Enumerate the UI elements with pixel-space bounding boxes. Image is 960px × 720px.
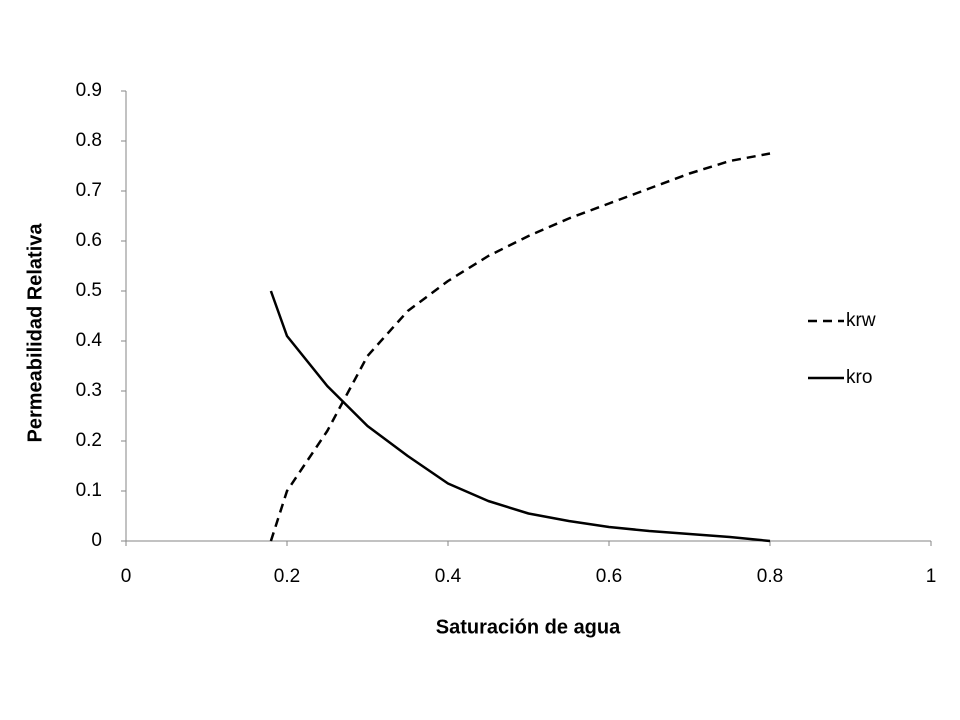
- x-tick-label: 0.2: [274, 566, 300, 587]
- y-tick-label: 0.4: [76, 330, 103, 351]
- x-tick-label: 0: [121, 566, 132, 587]
- x-tick-label: 0.6: [596, 566, 622, 587]
- y-tick-label: 0: [91, 530, 102, 551]
- y-tick-label: 0.3: [76, 380, 102, 401]
- x-axis-title: Saturación de agua: [436, 616, 621, 638]
- y-tick-label: 0.5: [76, 280, 102, 301]
- y-tick-label: 0.7: [76, 180, 102, 201]
- y-tick-label: 0.8: [76, 130, 102, 151]
- y-tick-label: 0.1: [76, 480, 102, 501]
- legend-label: kro: [846, 367, 872, 388]
- series-line: [269, 290, 771, 543]
- x-tick-label: 0.8: [757, 566, 783, 587]
- x-tick-label: 1: [926, 566, 937, 587]
- y-tick-label: 0.9: [76, 80, 102, 101]
- y-tick-label: 0.6: [76, 230, 102, 251]
- x-tick-label: 0.4: [435, 566, 462, 587]
- y-axis-title: Permeabilidad Relativa: [24, 223, 46, 443]
- y-tick-label: 0.2: [76, 430, 102, 451]
- series-line: [269, 152, 771, 542]
- legend-label: krw: [846, 310, 876, 331]
